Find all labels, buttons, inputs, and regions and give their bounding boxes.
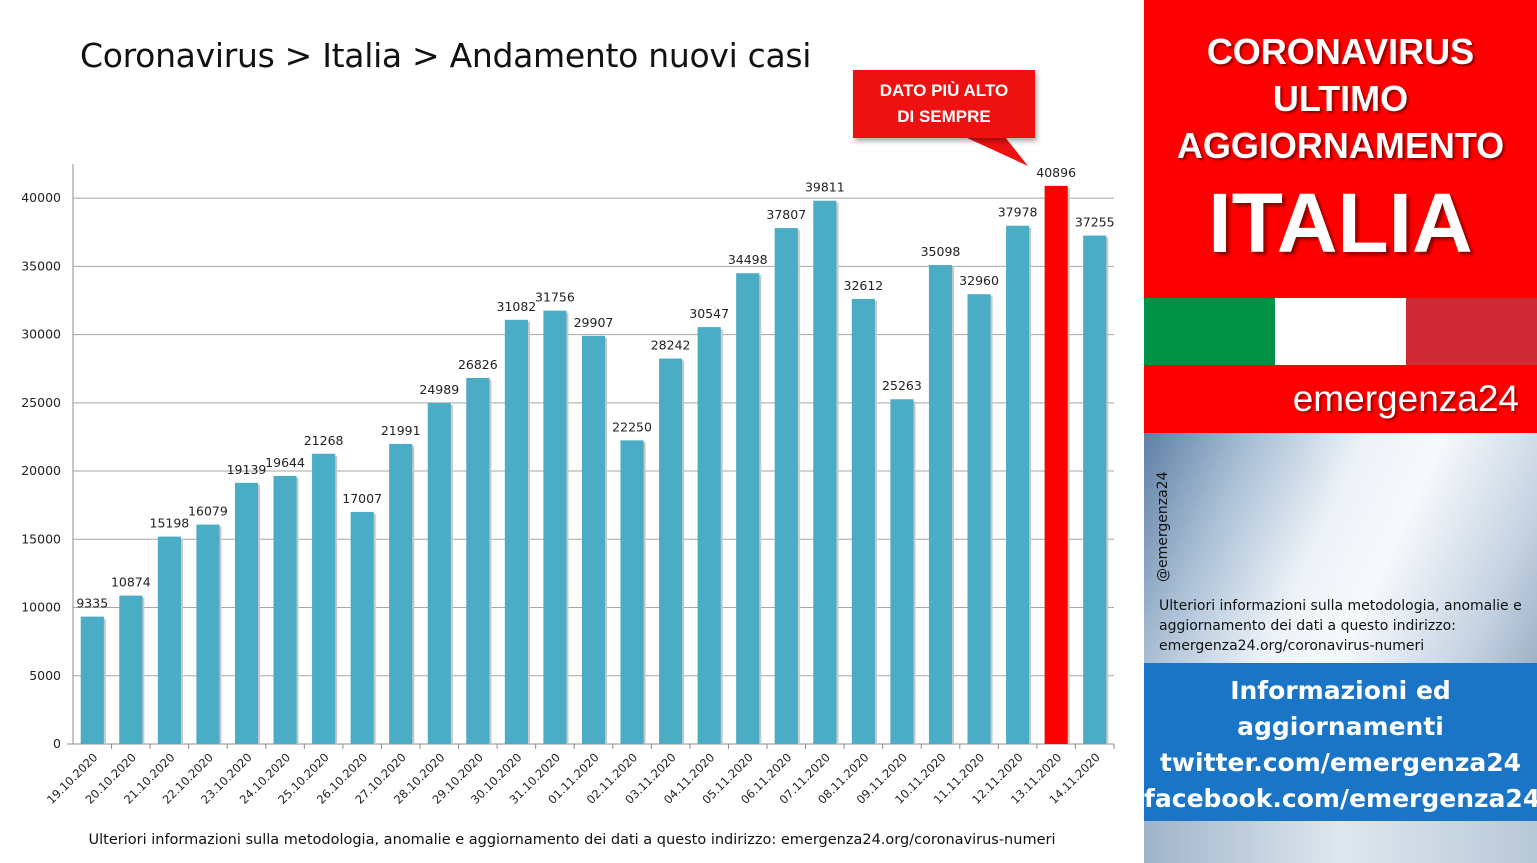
y-tick-label: 20000 xyxy=(21,463,61,478)
footnote: Ulteriori informazioni sulla metodologia… xyxy=(88,832,1056,848)
data-label: 32960 xyxy=(959,273,999,288)
bar xyxy=(1006,225,1030,744)
methodology-note: Ulteriori informazioni sulla metodologia… xyxy=(1159,598,1522,654)
bar xyxy=(350,511,374,744)
data-label: 22250 xyxy=(612,419,652,434)
data-label: 19139 xyxy=(227,462,267,477)
y-tick-label: 35000 xyxy=(21,258,61,273)
flag-red-band xyxy=(1406,298,1537,365)
y-tick-label: 10000 xyxy=(21,600,61,615)
chart-title: Coronavirus > Italia > Andamento nuovi c… xyxy=(80,36,812,75)
data-label: 28242 xyxy=(651,338,691,353)
data-label: 15198 xyxy=(150,516,190,531)
info-panel: CORONAVIRUS ULTIMO AGGIORNAMENTO ITALIA … xyxy=(1144,0,1537,863)
data-label: 25263 xyxy=(882,378,922,393)
info-line-1: Informazioni ed xyxy=(1230,676,1451,705)
social-info-box: Informazioni ed aggiornamenti twitter.co… xyxy=(1144,663,1537,821)
data-label: 29907 xyxy=(574,315,614,330)
callout-line-1: DATO PIÙ ALTO xyxy=(879,81,1009,100)
bar xyxy=(967,294,991,744)
data-label: 31082 xyxy=(497,299,537,314)
bar xyxy=(312,453,336,744)
data-label: 37807 xyxy=(766,207,806,222)
data-label: 24989 xyxy=(419,382,459,397)
data-label: 35098 xyxy=(921,244,961,259)
data-label: 21991 xyxy=(381,423,421,438)
bar xyxy=(80,616,104,744)
chart-slide: Coronavirus > Italia > Andamento nuovi c… xyxy=(21,36,1115,848)
header-line-2: ULTIMO xyxy=(1272,78,1409,119)
callout-pointer xyxy=(965,137,1028,166)
y-tick-label: 25000 xyxy=(21,395,61,410)
bar xyxy=(736,273,760,744)
data-label: 21268 xyxy=(304,433,344,448)
data-label: 40896 xyxy=(1036,165,1076,180)
data-label: 37978 xyxy=(998,205,1038,220)
data-label: 17007 xyxy=(342,491,382,506)
y-tick-label: 5000 xyxy=(29,668,61,683)
bottom-photo-strip xyxy=(1144,821,1537,863)
bar-chart: 0 5000 10000 15000 20000 25000 30000 35000 40000… xyxy=(21,164,1115,807)
brand-name: emergenza24 xyxy=(1144,365,1537,433)
y-tick-label: 15000 xyxy=(21,531,61,546)
data-label: 10874 xyxy=(111,575,151,590)
social-handle: @emergenza24 xyxy=(1155,471,1171,583)
bar xyxy=(659,358,683,744)
italian-flag xyxy=(1144,298,1537,365)
header-line-1: CORONAVIRUS xyxy=(1206,31,1475,72)
data-label: 39811 xyxy=(805,180,845,195)
bar xyxy=(119,595,143,744)
bar xyxy=(851,298,875,744)
header-line-3: AGGIORNAMENTO xyxy=(1176,125,1505,166)
data-label: 9335 xyxy=(76,596,108,611)
bar xyxy=(890,399,914,744)
bar xyxy=(234,482,259,744)
data-label: 37255 xyxy=(1075,215,1115,230)
data-label: 30547 xyxy=(689,306,729,321)
info-line-2: aggiornamenti xyxy=(1237,712,1444,741)
twitter-link[interactable]: twitter.com/emergenza24 xyxy=(1159,748,1522,777)
background-photo: Ulteriori informazioni sulla metodologia… xyxy=(1144,433,1537,663)
y-tick-label: 30000 xyxy=(21,327,61,342)
data-label: 34498 xyxy=(728,252,768,267)
bar xyxy=(196,524,220,744)
data-label: 32612 xyxy=(844,278,884,293)
header-box: CORONAVIRUS ULTIMO AGGIORNAMENTO ITALIA xyxy=(1144,0,1537,298)
bar xyxy=(427,402,451,744)
data-label: 19644 xyxy=(265,455,305,470)
bar-highlight xyxy=(1044,185,1068,744)
bar xyxy=(466,377,490,744)
bar xyxy=(389,443,413,744)
y-tick-label: 0 xyxy=(53,736,61,751)
record-callout: DATO PIÙ ALTO DI SEMPRE xyxy=(853,70,1035,138)
bar xyxy=(774,228,798,744)
facebook-link[interactable]: facebook.com/emergenza24 xyxy=(1144,784,1537,813)
bar xyxy=(1083,235,1107,744)
data-label: 26826 xyxy=(458,357,498,372)
callout-line-2: DI SEMPRE xyxy=(897,107,991,126)
bar xyxy=(581,335,606,744)
flag-white-band xyxy=(1275,298,1406,365)
bar xyxy=(928,265,953,744)
bar xyxy=(697,327,721,744)
bar xyxy=(273,475,297,744)
bar xyxy=(157,536,181,744)
bar xyxy=(543,310,567,744)
bar xyxy=(504,319,528,744)
data-label: 31756 xyxy=(535,290,575,305)
country-name: ITALIA xyxy=(1208,176,1473,270)
data-label: 16079 xyxy=(188,504,228,519)
bar xyxy=(620,440,644,744)
y-tick-label: 40000 xyxy=(21,190,61,205)
bar xyxy=(813,200,837,744)
flag-green-band xyxy=(1144,298,1275,365)
